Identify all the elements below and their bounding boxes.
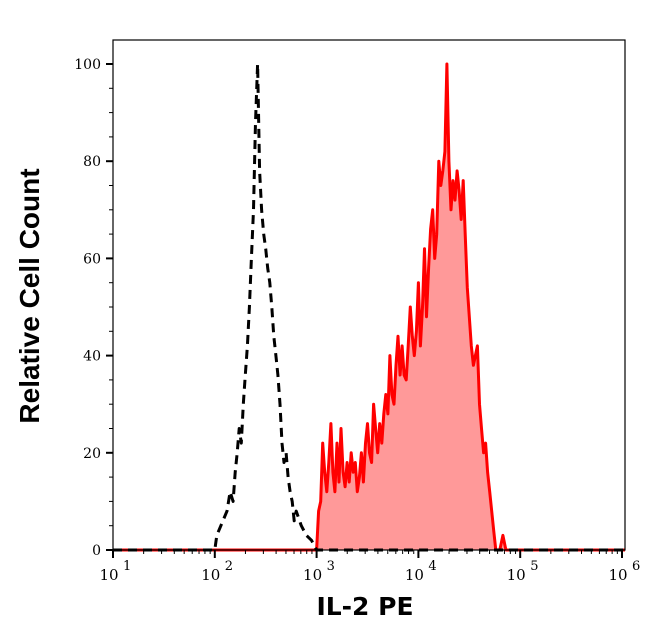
x-tick-label: 10 bbox=[405, 566, 424, 584]
y-tick-label: 100 bbox=[74, 57, 101, 73]
y-axis-title: Relative Cell Count bbox=[14, 168, 45, 424]
x-tick-exponent: 4 bbox=[428, 559, 436, 574]
x-tick-label: 10 bbox=[608, 566, 627, 584]
x-axis-title: IL-2 PE bbox=[316, 592, 414, 621]
x-tick-label: 10 bbox=[507, 566, 526, 584]
x-tick-label: 10 bbox=[303, 566, 322, 584]
il2-pe-series-fill bbox=[113, 64, 625, 550]
plot-frame bbox=[112, 39, 626, 551]
y-tick-label: 80 bbox=[83, 154, 101, 170]
x-tick-exponent: 6 bbox=[632, 559, 640, 574]
x-axis: 10 1 10 2 10 3 10 4 10 5 10 6 bbox=[99, 550, 640, 584]
x-tick-label: 10 bbox=[99, 566, 118, 584]
x-tick-exponent: 2 bbox=[225, 559, 233, 574]
il2-pe-series-line bbox=[113, 62, 625, 552]
y-tick-label: 0 bbox=[92, 543, 101, 559]
y-tick-label: 20 bbox=[83, 446, 101, 462]
x-tick-label: 10 bbox=[201, 566, 220, 584]
y-tick-label: 40 bbox=[83, 349, 101, 365]
plot-series bbox=[113, 62, 625, 552]
y-tick-label: 60 bbox=[83, 251, 101, 267]
isotype-control-series-line bbox=[113, 62, 625, 552]
x-tick-exponent: 1 bbox=[123, 559, 131, 574]
y-axis: 0 20 40 60 80 100 bbox=[74, 57, 113, 559]
x-tick-exponent: 3 bbox=[327, 559, 335, 574]
x-tick-exponent: 5 bbox=[530, 559, 538, 574]
